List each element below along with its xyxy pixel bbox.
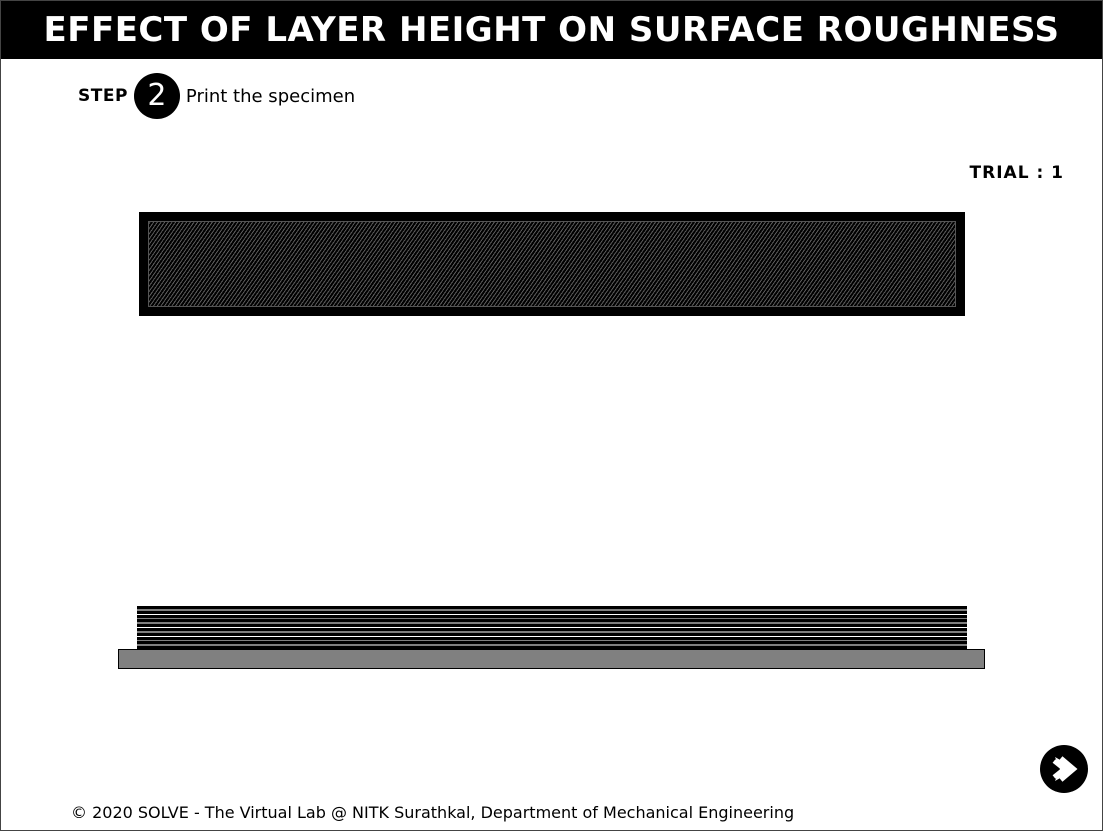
title-bar: EFFECT OF LAYER HEIGHT ON SURFACE ROUGHN…	[1, 1, 1102, 59]
trial-counter: TRIAL : 1	[969, 163, 1064, 183]
step-number-badge: 2	[133, 73, 180, 119]
print-bed	[118, 649, 985, 669]
printed-specimen-layers	[137, 606, 967, 650]
next-arrow-icon	[1052, 756, 1078, 782]
step-instruction: Print the specimen	[185, 85, 356, 107]
page-title: EFFECT OF LAYER HEIGHT ON SURFACE ROUGHN…	[43, 10, 1060, 50]
step-label: STEP	[78, 86, 128, 106]
copyright-footer: © 2020 SOLVE - The Virtual Lab @ NITK Su…	[71, 803, 795, 822]
next-button[interactable]	[1040, 745, 1088, 793]
step-indicator: STEP 2 Print the specimen	[78, 73, 356, 119]
printed-specimen-top-view	[139, 212, 965, 316]
specimen-infill-pattern	[148, 221, 956, 307]
